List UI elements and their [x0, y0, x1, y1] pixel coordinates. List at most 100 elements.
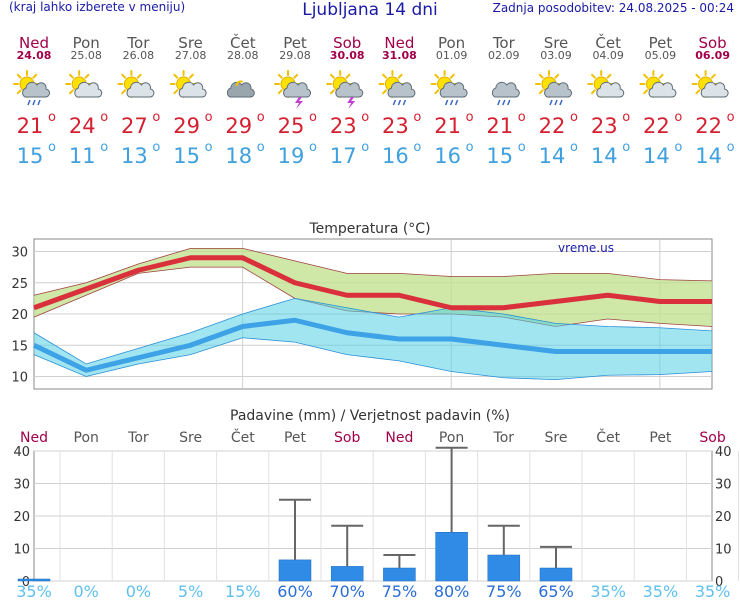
degree-mark: o: [152, 140, 160, 155]
last-updated: Zadnja posodobitev: 24.08.2025 - 00:24: [492, 1, 734, 15]
degree-mark: o: [48, 140, 56, 155]
sun-cloud-thunder-icon: [274, 70, 311, 109]
band-edge: [33, 337, 713, 381]
precip-chart-title: Padavine (mm) / Verjetnost padavin (%): [230, 408, 510, 424]
day-date: 31.08: [382, 49, 417, 62]
day-date: 29.08: [279, 49, 311, 62]
degree-mark: o: [518, 140, 526, 155]
menu-note: (kraj lahko izberete v meniju): [9, 0, 186, 14]
day-name: Sre: [178, 34, 203, 52]
precip-day-label: Sob: [334, 430, 360, 446]
day-name: Pon: [73, 34, 100, 52]
precip-bar: [383, 567, 416, 582]
degree-mark: o: [257, 140, 265, 155]
y-tick-label-right: 0: [715, 575, 723, 590]
precip-day-label: Pon: [74, 430, 99, 446]
temp-min: 17: [330, 144, 357, 168]
temp-chart-title: Temperatura (°C): [308, 221, 430, 237]
day-name: Pet: [283, 34, 307, 52]
precip-probability: 60%: [277, 582, 313, 600]
degree-mark: o: [48, 110, 56, 125]
degree-mark: o: [518, 110, 526, 125]
temp-max: 27: [121, 114, 148, 138]
day-date: 05.09: [645, 49, 677, 62]
day-date: 25.08: [70, 49, 102, 62]
day-name: Tor: [126, 34, 150, 52]
precip-probability: 35%: [590, 582, 626, 600]
y-tick-label-right: 10: [715, 543, 732, 558]
day-date: 27.08: [175, 49, 207, 62]
precip-bar: [278, 559, 312, 582]
temp-max: 21: [434, 114, 461, 138]
day-name: Sre: [544, 34, 569, 52]
max-temp-line: [33, 255, 712, 311]
degree-mark: o: [361, 140, 369, 155]
degree-mark: o: [257, 110, 265, 125]
degree-mark: o: [466, 110, 474, 125]
y-tick-label-right: 20: [715, 510, 732, 525]
day-name: Čet: [595, 33, 621, 52]
temp-min: 14: [539, 144, 566, 168]
temp-max: 23: [330, 114, 357, 138]
y-tick-label-left: 0: [22, 575, 30, 590]
day-name: Tor: [492, 34, 516, 52]
y-tick-label-right: 40: [715, 445, 732, 460]
sun-cloud-thunder-icon: [326, 70, 364, 109]
precip-day-label: Pet: [284, 430, 307, 446]
temp-max: 23: [382, 114, 409, 138]
degree-mark: o: [309, 140, 317, 155]
min-temp-range-band: [34, 298, 712, 380]
precip-day-label: Tor: [127, 430, 149, 446]
precip-day-label: Ned: [385, 430, 413, 446]
y-tick-label: 10: [11, 371, 28, 386]
temp-max: 22: [539, 114, 566, 138]
day-date: 04.09: [592, 49, 624, 62]
temp-max: 22: [695, 114, 722, 138]
band-edge: [33, 297, 713, 365]
temp-min: 19: [278, 144, 305, 168]
precip-probability: 0%: [126, 582, 151, 600]
temp-max: 21: [17, 114, 44, 138]
precip-day-label: Pon: [439, 430, 464, 446]
day-date: 01.09: [436, 49, 468, 62]
precip-day-label: Sob: [699, 430, 725, 446]
precip-bar: [539, 567, 573, 582]
degree-mark: o: [309, 110, 317, 125]
temp-max: 29: [225, 114, 252, 138]
sun-cloud-rain-icon: [378, 70, 416, 106]
sun-cloud-icon: [691, 70, 729, 98]
cloud-rain-icon: [491, 81, 520, 106]
precip-day-label: Tor: [493, 430, 515, 446]
sun-cloud-icon: [587, 70, 625, 98]
watermark: vreme.us: [558, 241, 614, 255]
sun-cloud-rain-icon: [535, 70, 572, 106]
degree-mark: o: [205, 110, 213, 125]
page-title: Ljubljana 14 dni: [302, 0, 438, 20]
day-date: 30.08: [330, 49, 365, 62]
degree-mark: o: [205, 140, 213, 155]
sun-cloud-rain-icon: [430, 70, 468, 106]
degree-mark: o: [622, 110, 630, 125]
day-date: 02.09: [488, 49, 520, 62]
degree-mark: o: [727, 110, 735, 125]
min-temp-line: [32, 317, 712, 373]
y-tick-label-left: 40: [13, 445, 30, 460]
degree-mark: o: [727, 140, 735, 155]
sun-cloud-icon: [169, 70, 207, 98]
y-tick-label-left: 20: [13, 510, 30, 525]
temp-min: 11: [69, 144, 96, 168]
precip-probability: 35%: [643, 582, 679, 600]
y-tick-label-left: 30: [13, 478, 30, 493]
day-date: 26.08: [123, 49, 155, 62]
degree-mark: o: [152, 110, 160, 125]
precip-day-label: Sre: [179, 430, 202, 446]
